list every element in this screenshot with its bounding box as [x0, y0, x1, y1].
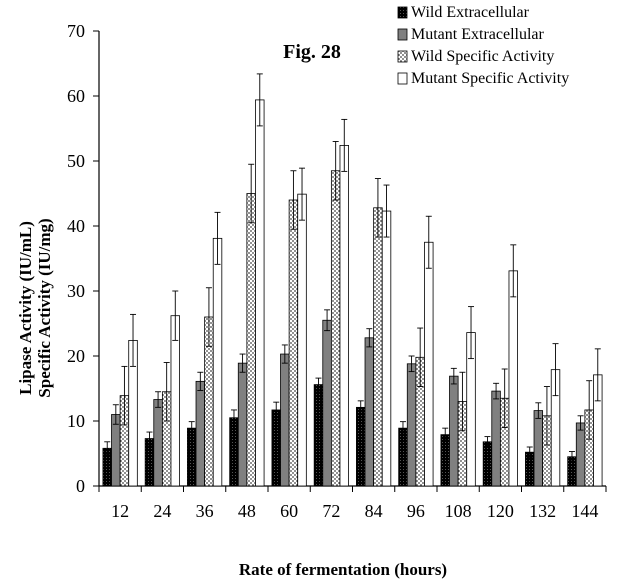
x-tick-label: 72 [322, 501, 340, 521]
x-tick-label: 24 [153, 501, 171, 521]
x-tick-label: 48 [238, 501, 256, 521]
bar-white-96 [424, 241, 434, 487]
bar-dots-72 [330, 170, 341, 487]
bar-black-96 [398, 427, 408, 487]
y-tick-label: 40 [67, 216, 85, 236]
bar-gray-132 [533, 410, 544, 487]
bar-gray-84 [364, 337, 375, 487]
bar-white-72 [339, 144, 349, 487]
y-tick-label: 50 [67, 151, 85, 171]
legend-swatch-black [397, 6, 408, 19]
legend-swatch-gray [397, 28, 408, 41]
legend-label: Wild Specific Activity [411, 48, 554, 65]
bar-gray-96 [406, 363, 417, 487]
x-tick-label: 144 [571, 501, 598, 521]
bar-black-60 [271, 409, 281, 487]
y-axis-label: Lipase Activity (IU/mL) Specific Activit… [16, 218, 54, 397]
bar-white-48 [255, 99, 265, 487]
bar-gray-36 [195, 380, 206, 487]
legend-swatch-white [397, 72, 408, 85]
bar-gray-12 [111, 414, 121, 487]
bar-gray-60 [280, 353, 290, 487]
bar-dots-60 [288, 199, 299, 487]
bar-black-120 [482, 441, 493, 487]
bar-black-108 [440, 434, 450, 487]
bar-gray-144 [575, 422, 586, 487]
ticks-layer: 0 10 20 30 40 50 60 70 12 24 36 48 60 72 84 96 108 120 132… [67, 21, 607, 521]
bar-white-24 [170, 315, 180, 487]
bar-gray-108 [449, 375, 459, 487]
bar-white-120 [508, 270, 518, 487]
error-bars-layer [104, 73, 601, 463]
bar-black-72 [313, 384, 324, 487]
legend-swatch-dots [397, 50, 408, 63]
y-tick-label: 0 [76, 476, 85, 496]
bar-black-48 [229, 417, 239, 487]
bars-layer [102, 99, 603, 487]
chart-title: Fig. 28 [283, 41, 341, 63]
bar-dots-84 [373, 207, 383, 487]
y-axis-label-line2: Specific Activity (IU/mg) [35, 218, 54, 397]
legend-label: Wild Extracellular [411, 4, 530, 21]
y-tick-label: 70 [67, 21, 85, 41]
bar-white-84 [381, 210, 392, 487]
y-axis-label-line1: Lipase Activity (IU/mL) [16, 221, 35, 395]
x-tick-label: 60 [280, 501, 298, 521]
x-axis-label: Rate of fermentation (hours) [239, 560, 447, 579]
bar-black-36 [187, 427, 197, 487]
legend-label: Mutant Specific Activity [411, 70, 569, 87]
bar-gray-120 [491, 390, 501, 487]
bar-black-24 [144, 438, 155, 487]
x-tick-label: 132 [529, 501, 556, 521]
x-tick-label: 36 [196, 501, 214, 521]
x-tick-label: 12 [111, 501, 129, 521]
legend: Wild Extracellular Mutant Extracellular Wi… [397, 4, 569, 87]
x-tick-label: 84 [365, 501, 383, 521]
y-tick-label: 30 [67, 281, 85, 301]
bar-gray-48 [237, 362, 248, 487]
y-tick-label: 10 [67, 411, 85, 431]
bar-gray-24 [153, 399, 163, 487]
bar-gray-72 [322, 319, 332, 487]
y-tick-label: 20 [67, 346, 85, 366]
bar-white-36 [212, 237, 223, 487]
bar-white-60 [297, 193, 307, 487]
bar-dots-48 [246, 193, 256, 487]
legend-label: Mutant Extracellular [411, 26, 545, 43]
x-tick-label: 120 [487, 501, 514, 521]
bar-black-84 [356, 406, 366, 487]
x-tick-label: 108 [445, 501, 472, 521]
y-tick-label: 60 [67, 86, 85, 106]
x-tick-label: 96 [407, 501, 425, 521]
